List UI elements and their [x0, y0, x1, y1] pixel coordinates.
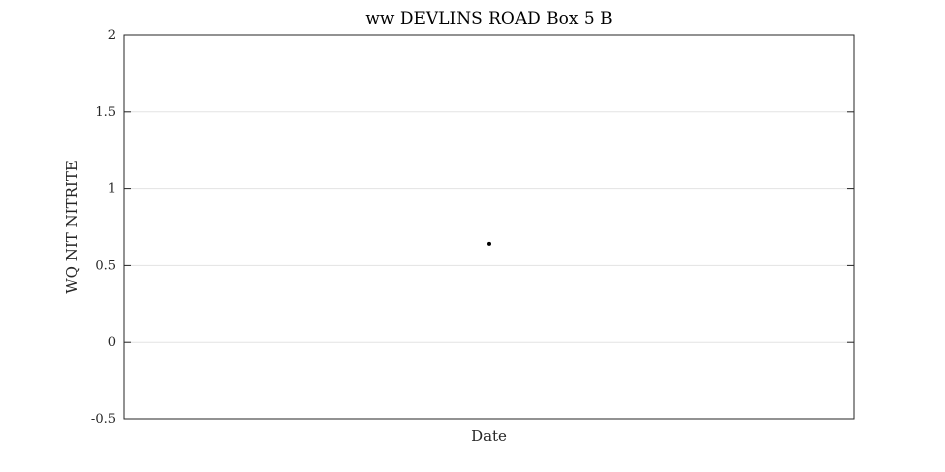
y-axis-label: WQ NIT NITRITE [63, 160, 81, 294]
y-tick-label: 2 [108, 28, 116, 43]
y-tick-label: 1.5 [95, 105, 116, 120]
data-points [487, 241, 491, 246]
y-tick-label: 0.5 [95, 258, 116, 273]
y-ticks: -0.5 0 0.5 1 1.5 2 [91, 28, 854, 427]
data-point [487, 241, 491, 246]
y-tick-label: 1 [108, 182, 116, 197]
y-tick-label: -0.5 [91, 412, 116, 427]
grid-lines [124, 111, 854, 343]
plot-frame [123, 34, 855, 420]
y-tick-label: 0 [108, 335, 116, 350]
plot-background [124, 35, 854, 419]
chart-title: ww DEVLINS ROAD Box 5 B [365, 9, 612, 29]
x-axis-label: Date [471, 427, 507, 445]
